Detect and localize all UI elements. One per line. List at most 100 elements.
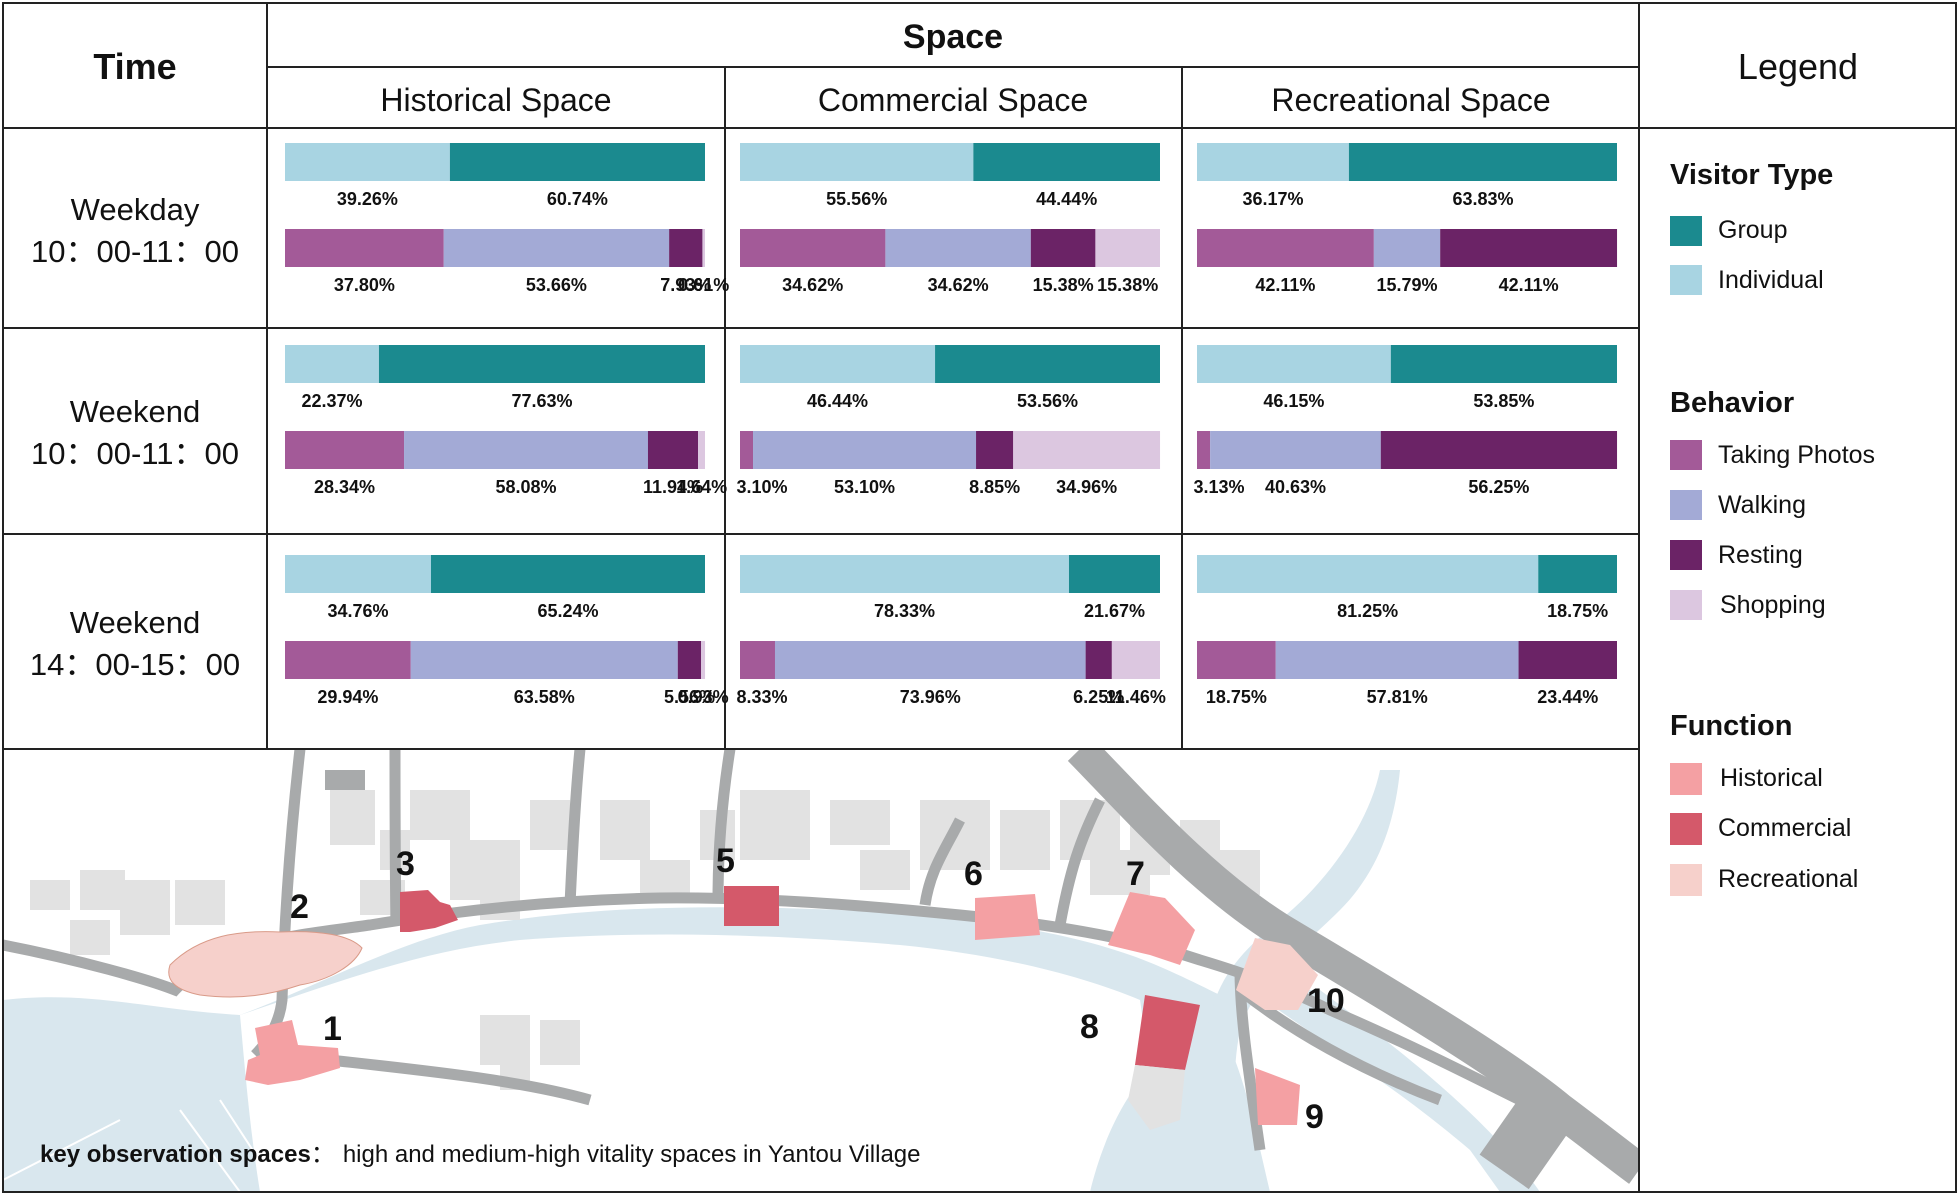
legend-swatch-historical — [1670, 763, 1702, 795]
data-label-visitor-individual-r1-c2: 55.56% — [826, 189, 887, 209]
data-label-behavior-walking-r1-c2: 34.62% — [928, 275, 989, 295]
data-label-behavior-taking-photos-r2-c1: 28.34% — [314, 477, 375, 497]
header-time: Time — [93, 46, 176, 87]
road-junction — [325, 770, 365, 790]
bar-segment-behavior-walking-r1-c3 — [1373, 229, 1441, 267]
data-label-visitor-individual-r3-c2: 78.33% — [874, 601, 935, 621]
row-labels: Weekday 10：00-11：00 Weekend 10：00-11：00 … — [30, 192, 240, 682]
bar-segment-behavior-shopping-r1-c2 — [1095, 229, 1160, 267]
data-label-behavior-walking-r3-c2: 73.96% — [900, 687, 961, 707]
bar-segment-visitor-group-r3-c3 — [1538, 555, 1617, 593]
bar-segment-behavior-resting-r1-c1 — [669, 229, 703, 267]
site-3-commercial — [400, 890, 458, 932]
legend-label-taking-photos: Taking Photos — [1718, 441, 1875, 469]
bar-segment-visitor-individual-r2-c2 — [740, 345, 936, 383]
bar-segment-visitor-group-r2-c3 — [1390, 345, 1617, 383]
data-label-behavior-resting-r1-c3: 42.11% — [1499, 275, 1559, 295]
row-label-time: 14：00-15：00 — [30, 647, 240, 682]
bar-segment-behavior-taking-photos-r1-c3 — [1197, 229, 1374, 267]
data-label-behavior-resting-r3-c3: 23.44% — [1537, 687, 1598, 707]
bar-segment-behavior-resting-r3-c3 — [1518, 641, 1617, 679]
water-stream — [1203, 770, 1400, 1192]
data-label-visitor-individual-r3-c1: 34.76% — [327, 601, 388, 621]
site-label-10: 10 — [1307, 982, 1345, 1020]
bar-segment-behavior-walking-r2-c1 — [404, 431, 648, 469]
bar-segment-behavior-walking-r3-c3 — [1275, 641, 1519, 679]
site-label-6: 6 — [964, 855, 983, 893]
legend-label-individual: Individual — [1718, 266, 1824, 294]
data-label-behavior-shopping-r2-c2: 34.96% — [1056, 477, 1117, 497]
bar-segment-behavior-resting-r2-c2 — [976, 431, 1014, 469]
legend-swatch-resting — [1670, 540, 1702, 570]
map-caption-text: high and medium-high vitality spaces in … — [343, 1141, 921, 1168]
bar-segment-visitor-group-r1-c3 — [1348, 143, 1617, 181]
data-label-behavior-taking-photos-r3-c3: 18.75% — [1206, 687, 1267, 707]
bar-segment-behavior-resting-r1-c3 — [1440, 229, 1618, 267]
data-label-visitor-individual-r2-c3: 46.15% — [1263, 391, 1324, 411]
site-7-historical — [1108, 892, 1195, 965]
site-2-recreational — [168, 931, 363, 998]
data-label-behavior-walking-r1-c3: 15.79% — [1376, 275, 1437, 295]
village-map: 1 2 3 5 6 7 8 9 10 key observation space… — [3, 749, 1639, 1192]
data-label-visitor-individual-r2-c1: 22.37% — [301, 391, 362, 411]
bar-segment-visitor-group-r2-c1 — [378, 345, 705, 383]
legend-label-historical: Historical — [1720, 764, 1823, 792]
bar-segment-behavior-walking-r2-c3 — [1210, 431, 1381, 469]
bar-segment-behavior-resting-r2-c1 — [647, 431, 699, 469]
highway-ramp — [1479, 1080, 1581, 1190]
bar-segment-behavior-taking-photos-r2-c1 — [285, 431, 405, 469]
site-8-commercial — [1135, 995, 1200, 1070]
bar-segment-behavior-shopping-r1-c1 — [702, 229, 705, 267]
data-label-visitor-individual-r1-c3: 36.17% — [1242, 189, 1303, 209]
site-label-8: 8 — [1080, 1008, 1099, 1046]
ramp-lines — [3, 1099, 281, 1192]
data-label-behavior-walking-r3-c3: 57.81% — [1367, 687, 1428, 707]
data-label-behavior-taking-photos-r3-c1: 29.94% — [317, 687, 378, 707]
header-space: Space — [903, 18, 1003, 56]
data-label-behavior-resting-r3-c1: 5.56% — [664, 687, 715, 707]
site-label-7: 7 — [1126, 855, 1145, 893]
site-label-2: 2 — [290, 888, 309, 926]
bar-segment-behavior-taking-photos-r3-c2 — [740, 641, 775, 679]
header-commercial-space: Commercial Space — [818, 82, 1088, 118]
site-label-3: 3 — [396, 845, 415, 883]
legend-swatch-taking-photos — [1670, 440, 1702, 470]
bar-segment-visitor-individual-r1-c1 — [285, 143, 450, 181]
bar-segment-behavior-walking-r3-c1 — [410, 641, 678, 679]
bar-segment-behavior-walking-r3-c2 — [774, 641, 1086, 679]
bar-segment-visitor-group-r2-c2 — [935, 345, 1160, 383]
bar-segment-visitor-group-r3-c1 — [430, 555, 705, 593]
data-label-behavior-taking-photos-r2-c3: 3.13% — [1193, 477, 1244, 497]
data-label-behavior-resting-r1-c1: 7.93% — [660, 275, 711, 295]
data-label-visitor-group-r2-c1: 77.63% — [511, 391, 572, 411]
row-label-time: 10：00-11：00 — [31, 234, 239, 269]
data-label-behavior-walking-r2-c2: 53.10% — [834, 477, 895, 497]
row-label-weekday: Weekday — [71, 192, 200, 227]
bar-segment-behavior-walking-r1-c2 — [885, 229, 1031, 267]
legend-title-function: Function — [1670, 710, 1792, 742]
bar-segment-behavior-shopping-r2-c2 — [1013, 431, 1161, 469]
site-6-historical — [975, 894, 1040, 940]
legend-swatch-shopping — [1670, 590, 1702, 620]
bar-segment-behavior-taking-photos-r2-c2 — [740, 431, 754, 469]
data-label-behavior-taking-photos-r1-c1: 37.80% — [334, 275, 395, 295]
data-label-behavior-resting-r2-c2: 8.85% — [969, 477, 1020, 497]
map-caption: key observation spaces： high and medium-h… — [40, 1141, 921, 1168]
legend-label-walking: Walking — [1718, 491, 1806, 519]
legend: Visitor Type Group Individual Behavior T… — [1670, 159, 1875, 896]
data-label-behavior-walking-r2-c1: 58.08% — [495, 477, 556, 497]
data-label-behavior-walking-r2-c3: 40.63% — [1265, 477, 1326, 497]
data-label-behavior-shopping-r3-c1: 0.93% — [678, 687, 729, 707]
data-label-visitor-individual-r1-c1: 39.26% — [337, 189, 398, 209]
row-label-time: 10：00-11：00 — [31, 436, 239, 471]
bar-segment-behavior-taking-photos-r1-c2 — [740, 229, 886, 267]
row-label-weekend: Weekend — [70, 605, 200, 640]
legend-swatch-recreational — [1670, 864, 1702, 896]
data-label-visitor-individual-r3-c3: 81.25% — [1337, 601, 1398, 621]
data-label-behavior-resting-r1-c2: 15.38% — [1033, 275, 1094, 295]
legend-swatch-commercial — [1670, 813, 1702, 845]
bar-segment-behavior-resting-r1-c2 — [1030, 229, 1096, 267]
bar-segment-behavior-resting-r3-c2 — [1085, 641, 1112, 679]
data-label-behavior-shopping-r1-c2: 15.38% — [1097, 275, 1158, 295]
